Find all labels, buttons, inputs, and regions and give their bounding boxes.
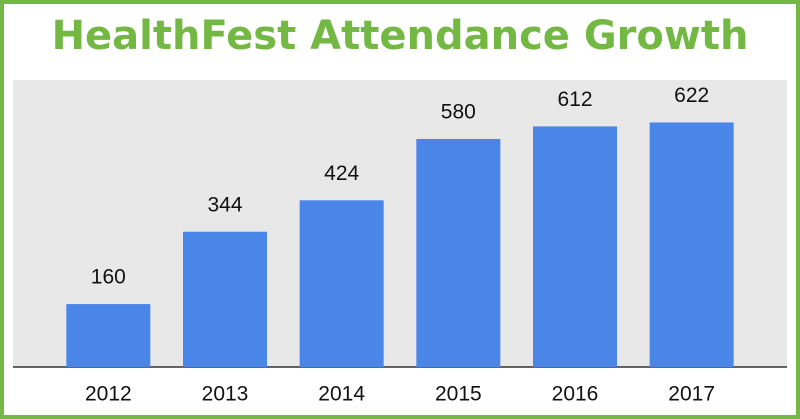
x-tick-label: 2013 — [202, 383, 249, 406]
chart-title: HealthFest Attendance Growth — [52, 13, 749, 59]
value-label: 344 — [207, 193, 242, 216]
bar — [649, 122, 734, 368]
bar — [66, 304, 151, 367]
value-label: 160 — [91, 266, 126, 289]
bar — [533, 126, 617, 367]
value-label: 612 — [557, 88, 592, 111]
value-label: 580 — [441, 101, 476, 124]
bar — [183, 231, 267, 367]
x-tick-label: 2016 — [552, 383, 599, 406]
value-label: 424 — [324, 162, 359, 185]
x-tick-label: 2014 — [318, 383, 365, 406]
x-tick-label: 2012 — [85, 383, 132, 406]
x-tick-label: 2017 — [668, 383, 715, 406]
value-label: 622 — [674, 84, 709, 107]
x-tick-label: 2015 — [435, 383, 482, 406]
bar — [299, 200, 384, 367]
bar — [416, 138, 501, 367]
